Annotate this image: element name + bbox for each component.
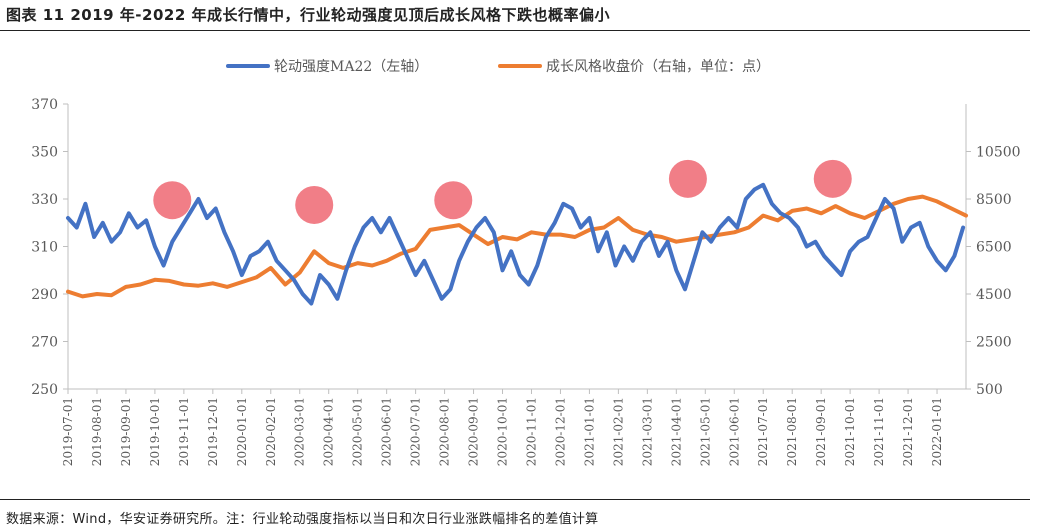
- left-tick-label: 350: [31, 145, 58, 161]
- peak-markers: [153, 159, 852, 224]
- x-tick-label: 2019-08-01: [90, 397, 104, 466]
- legend-label: 轮动强度MA22（左轴）: [274, 59, 428, 75]
- x-tick-label: 2020-02-01: [264, 397, 278, 466]
- x-tick-label: 2020-05-01: [351, 397, 365, 466]
- rotation-strength-line: [66, 182, 966, 306]
- x-tick-label: 2021-02-01: [611, 397, 625, 466]
- left-tick-label: 310: [31, 240, 58, 256]
- left-tick-label: 370: [31, 97, 58, 113]
- x-tick-label: 2019-09-01: [119, 397, 133, 466]
- x-tick-label: 2020-04-01: [322, 397, 336, 466]
- x-tick-label: 2020-06-01: [380, 397, 394, 466]
- x-tick-label: 2021-07-01: [756, 397, 770, 466]
- x-tick-label: 2021-03-01: [640, 397, 654, 466]
- x-tick-label: 2020-11-01: [524, 397, 538, 466]
- x-tick-label: 2022-01-01: [930, 397, 944, 466]
- right-tick-label: 6500: [976, 240, 1012, 256]
- peak-marker: [668, 159, 707, 198]
- left-tick-label: 270: [31, 335, 58, 351]
- legend: 轮动强度MA22（左轴） 成长风格收盘价（右轴，单位：点）: [226, 58, 770, 75]
- x-tick-label: 2019-07-01: [61, 397, 75, 466]
- x-tick-label: 2021-06-01: [727, 397, 741, 466]
- growth-index-line: [66, 194, 968, 299]
- right-tick-label: 2500: [976, 335, 1012, 351]
- x-tick-label: 2020-03-01: [293, 397, 307, 466]
- x-tick-label: 2019-12-01: [206, 397, 220, 466]
- figure-title: 图表 11 2019 年-2022 年成长行情中，行业轮动强度见顶后成长风格下跌…: [6, 6, 610, 24]
- right-tick-label: 500: [976, 382, 1003, 398]
- right-tick-label: 10500: [976, 145, 1021, 161]
- x-tick-label: 2021-09-01: [814, 397, 828, 466]
- left-tick-label: 330: [31, 192, 58, 208]
- left-tick-label: 290: [31, 287, 58, 303]
- x-tick-label: 2021-01-01: [582, 397, 596, 466]
- x-tick-label: 2019-11-01: [177, 397, 191, 466]
- x-tick-label: 2019-10-01: [148, 397, 162, 466]
- top-rule: [0, 30, 1030, 31]
- chart: 轮动强度MA22（左轴） 成长风格收盘价（右轴，单位：点） 250 270 290 31…: [31, 58, 1020, 466]
- bottom-rule: [0, 499, 1030, 500]
- x-tick-label: 2021-12-01: [901, 397, 915, 466]
- x-tick-label: 2020-12-01: [553, 397, 567, 466]
- x-tick-label: 2021-08-01: [785, 397, 799, 466]
- x-tick-label: 2020-10-01: [496, 397, 510, 466]
- left-tick-label: 250: [31, 382, 58, 398]
- peak-marker: [295, 185, 334, 224]
- right-tick-label: 8500: [976, 192, 1012, 208]
- legend-label: 成长风格收盘价（右轴，单位：点）: [546, 58, 770, 75]
- x-tick-label: 2021-10-01: [843, 397, 857, 466]
- peak-marker: [153, 181, 192, 220]
- x-tick-label: 2021-11-01: [872, 397, 886, 466]
- x-tick-label: 2020-07-01: [409, 397, 423, 466]
- series-lines: [66, 182, 968, 306]
- x-tick-label: 2020-09-01: [467, 397, 481, 466]
- x-tick-label: 2021-05-01: [698, 397, 712, 466]
- peak-marker: [813, 159, 852, 198]
- x-tick-label: 2021-04-01: [669, 397, 683, 466]
- source-note: 数据来源：Wind，华安证券研究所。注：行业轮动强度指标以当日和次日行业涨跌幅排…: [6, 512, 599, 527]
- x-tick-label: 2020-08-01: [438, 397, 452, 466]
- axes: 250 270 290 310 330 350 370 500 2500 4500 6500 8500…: [31, 97, 1020, 466]
- right-tick-label: 4500: [976, 287, 1012, 303]
- peak-marker: [434, 181, 473, 220]
- x-tick-label: 2020-01-01: [235, 397, 249, 466]
